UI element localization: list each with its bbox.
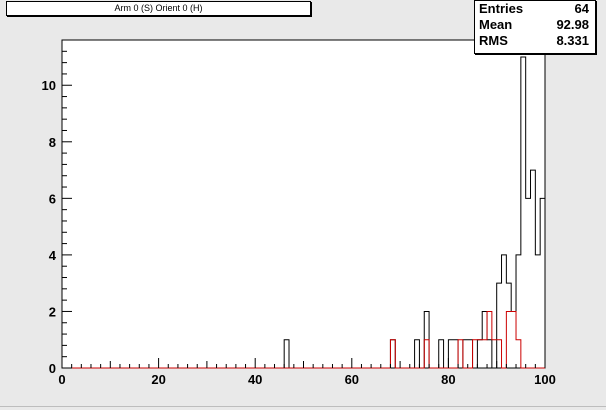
mean-value: 92.98 [556,17,589,32]
x-tick-label: 40 [248,372,262,387]
x-tick-label: 100 [534,372,556,387]
y-tick-label: 4 [49,248,57,263]
x-tick-label: 60 [345,372,359,387]
histogram-title: Arm 0 (S) Orient 0 (H) [6,1,311,16]
axes: 0 20 40 60 80 100 0 2 4 6 8 10 [42,50,556,387]
rms-label: RMS [479,33,508,48]
mean-label: Mean [479,17,513,32]
y-tick-label: 8 [49,135,56,150]
y-tick-label: 2 [49,304,56,319]
stats-entries-row: Entries 64 [479,1,589,17]
entries-label: Entries [479,1,524,16]
stats-mean-row: Mean 92.98 [479,17,589,33]
stats-box: Entries 64 Mean 92.98 RMS 8.331 [474,0,596,54]
y-tick-label: 10 [42,78,56,93]
plot-frame [61,39,546,369]
x-tick-label: 80 [441,372,455,387]
stats-rms-row: RMS 8.331 [479,33,589,49]
x-tick-label: 20 [151,372,165,387]
canvas-border [0,406,606,407]
y-tick-label: 6 [49,191,56,206]
x-tick-label: 0 [58,372,65,387]
entries-value: 64 [574,1,589,16]
rms-value: 8.331 [556,33,589,48]
y-tick-label: 0 [49,361,56,376]
